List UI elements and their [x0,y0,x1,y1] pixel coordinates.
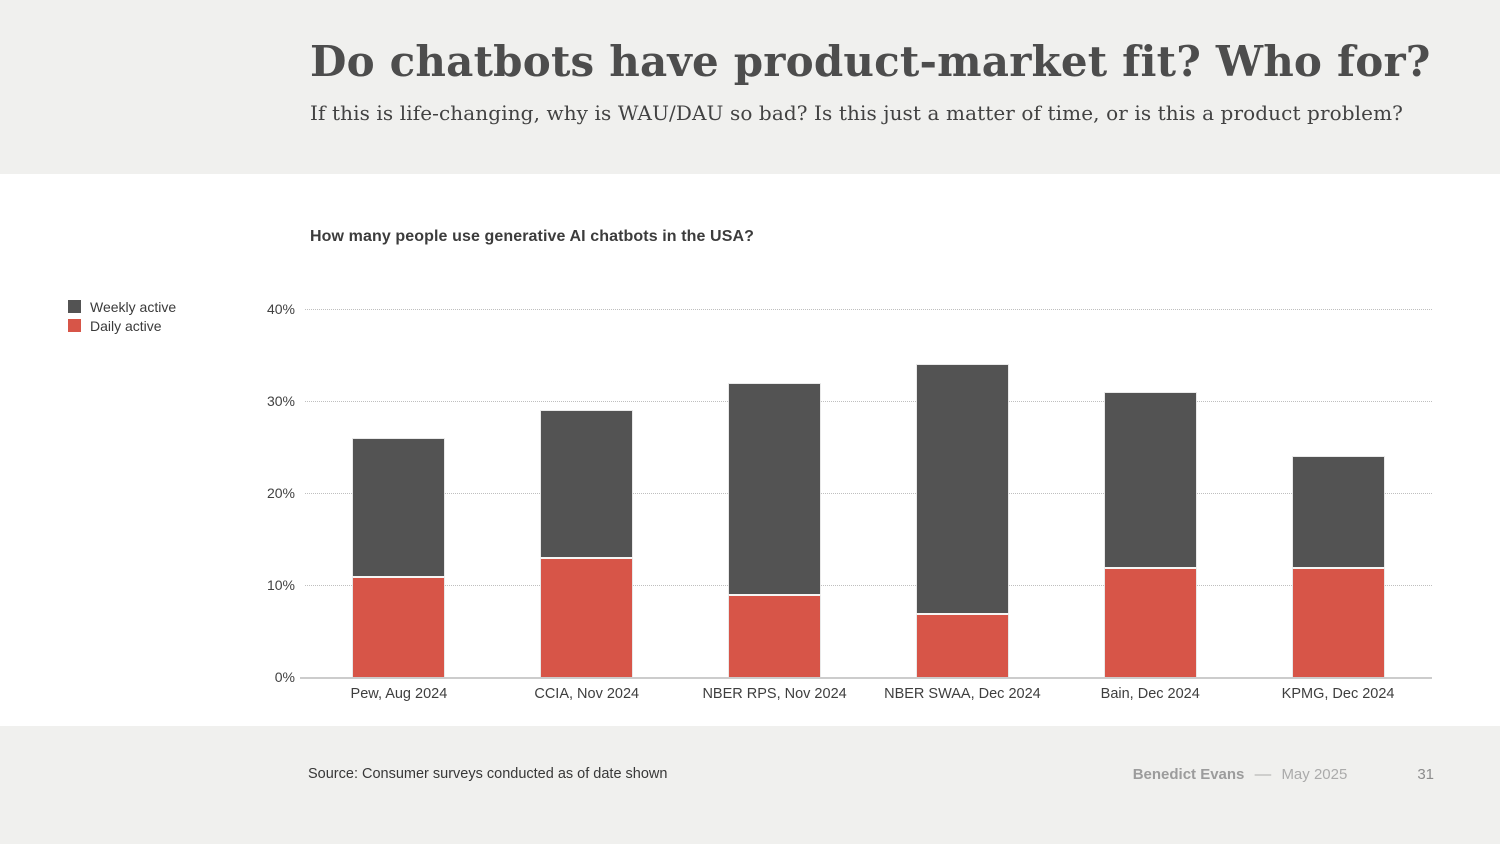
chart-area: How many people use generative AI chatbo… [0,174,1500,726]
footer-band: Source: Consumer surveys conducted as of… [0,726,1500,844]
bar-daily-segment [1103,566,1197,677]
y-axis-tick-label: 10% [266,577,295,593]
bar-daily-segment [915,612,1009,677]
x-axis-category-label: KPMG, Dec 2024 [1281,686,1395,702]
x-axis-line [300,677,1432,679]
author-name: Benedict Evans [1132,766,1245,783]
legend-item-weekly: Weekly active [68,297,176,316]
y-axis-tick-label: 0% [274,669,295,685]
source-note: Source: Consumer surveys conducted as of… [308,766,668,782]
credit-dash: –– [1254,766,1272,783]
gridline-40pct [305,309,1432,310]
slide-title: Do chatbots have product-market fit? Who… [310,37,1431,86]
bar-weekly-segment [915,364,1009,613]
gridline-20pct [305,493,1432,494]
bar-daily-segment [540,557,634,677]
legend-label-daily: Daily active [90,317,162,334]
bar-weekly-segment [540,410,634,558]
credit-date: May 2025 [1281,766,1348,783]
x-axis-category-label: NBER SWAA, Dec 2024 [884,686,1041,702]
x-axis-category-label: Pew, Aug 2024 [350,686,448,702]
x-axis-category-label: Bain, Dec 2024 [1100,686,1200,702]
gridline-30pct [305,401,1432,402]
bar-daily-segment [728,594,822,677]
legend-label-weekly: Weekly active [90,298,177,315]
bar-weekly-segment [728,382,822,595]
slide-subtitle: If this is life-changing, why is WAU/DAU… [310,101,1403,126]
daily-active-swatch [68,319,81,332]
y-axis-tick-label: 40% [266,301,295,317]
bar-weekly-segment [352,437,446,576]
y-axis-tick-label: 30% [266,393,295,409]
x-axis-category-label: CCIA, Nov 2024 [534,686,640,702]
header-band: Do chatbots have product-market fit? Who… [0,0,1500,174]
weekly-active-swatch [68,300,81,313]
credit-line: Benedict Evans –– May 2025 [1133,766,1348,783]
y-axis-tick-label: 20% [266,485,295,501]
chart-legend: Weekly active Daily active [68,297,176,335]
x-axis-category-label: NBER RPS, Nov 2024 [702,686,847,702]
chart-title: How many people use generative AI chatbo… [310,228,755,245]
legend-item-daily: Daily active [68,316,176,335]
bar-daily-segment [1291,566,1385,677]
bar-chart-plot: 0% 10% 20% 30% 40% Pew, Aug 2024 CCIA, Nov 202… [0,174,1500,726]
bar-weekly-segment [1291,456,1385,567]
page-number: 31 [1417,766,1434,783]
gridline-10pct [305,585,1432,586]
bar-weekly-segment [1103,391,1197,567]
bar-daily-segment [352,575,446,677]
